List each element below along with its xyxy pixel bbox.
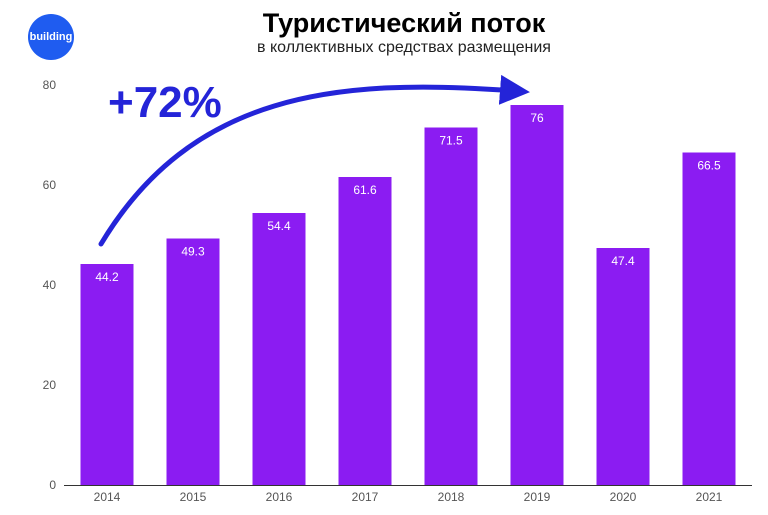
chart-title: Туристический поток	[262, 8, 546, 38]
bar	[510, 105, 564, 485]
x-tick-label: 2018	[438, 490, 465, 504]
bar	[682, 152, 736, 485]
y-tick-label: 40	[43, 278, 57, 292]
bar	[166, 238, 220, 485]
x-tick-label: 2021	[696, 490, 723, 504]
y-tick-label: 20	[43, 378, 57, 392]
bar	[338, 177, 392, 485]
brand-logo: building	[28, 14, 74, 60]
data-label: 54.4	[267, 219, 291, 233]
data-label: 61.6	[353, 183, 377, 197]
x-tick-label: 2019	[524, 490, 551, 504]
y-tick-label: 80	[43, 78, 57, 92]
brand-logo-text: building	[29, 31, 73, 43]
data-label: 71.5	[439, 134, 463, 148]
x-tick-label: 2015	[180, 490, 207, 504]
x-tick-label: 2014	[94, 490, 121, 504]
growth-arrow	[98, 74, 530, 247]
bar	[252, 213, 306, 485]
x-tick-label: 2017	[352, 490, 379, 504]
y-tick-label: 60	[43, 178, 57, 192]
data-label: 49.3	[181, 245, 205, 259]
growth-annotation: +72%	[108, 78, 222, 127]
x-tick-label: 2016	[266, 490, 293, 504]
bar	[424, 127, 478, 485]
data-label: 76	[530, 111, 544, 125]
y-tick-label: 0	[49, 478, 56, 492]
bar	[596, 248, 650, 485]
data-label: 66.5	[697, 159, 721, 173]
chart-subtitle: в коллективных средствах размещения	[257, 39, 551, 56]
x-tick-label: 2020	[610, 490, 637, 504]
bar	[80, 264, 134, 485]
data-label: 44.2	[95, 270, 119, 284]
data-label: 47.4	[611, 254, 635, 268]
